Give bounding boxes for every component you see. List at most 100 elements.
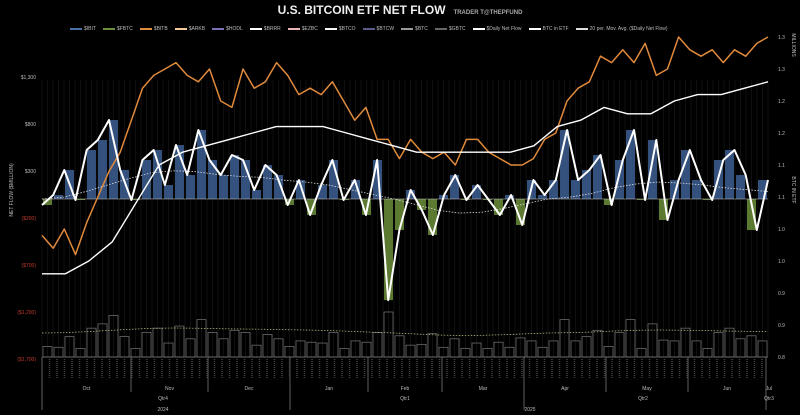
flow-bar <box>98 139 107 199</box>
legend-item: $BTC <box>401 26 428 32</box>
y2-tick-label: 1.0 <box>778 227 785 233</box>
y2-unit: MILLIONS <box>790 33 796 57</box>
y-tick-label: $1,300 <box>21 75 37 81</box>
flow-bar <box>263 164 272 199</box>
month-label: Jan <box>325 386 333 392</box>
month-label: May <box>642 386 652 392</box>
quarter-label: Qtr4 <box>158 396 168 402</box>
legend-label: $EZBC <box>301 26 318 32</box>
flow-bar <box>758 180 767 199</box>
y-tick-label: $300 <box>25 169 36 175</box>
legend-label: 20 per. Mov. Avg. ($Daily Net Flow) <box>589 26 668 32</box>
flow-bar <box>362 199 371 215</box>
legend-item: $FBTC <box>102 26 133 32</box>
flow-bar <box>582 169 591 199</box>
legend-swatch <box>472 27 485 30</box>
legend-label: $Daily Net Flow <box>486 26 522 32</box>
y-tick-label: ($1,200) <box>17 310 36 316</box>
legend-swatch <box>212 27 225 30</box>
flow-bar <box>428 199 437 236</box>
flow-bar <box>384 199 393 301</box>
flow-bar <box>516 199 525 226</box>
flow-bar <box>395 199 404 231</box>
flow-bar <box>54 194 63 199</box>
flow-bar <box>637 199 646 201</box>
quarter-label: Qtr1 <box>400 396 410 402</box>
legend-swatch <box>401 27 414 30</box>
flow-bar <box>175 145 184 199</box>
y2-tick-label: 0.9 <box>778 291 785 297</box>
legend-item: $BTCW <box>362 26 395 32</box>
flow-bar <box>538 194 547 199</box>
legend-item: $HODL <box>212 26 243 32</box>
legend-item: $BITB <box>139 26 168 32</box>
flow-bar <box>318 184 327 199</box>
moving-average-line <box>41 170 769 214</box>
flow-bar <box>142 159 151 199</box>
y2-axis-title: BTC IN ETF <box>790 176 796 203</box>
y-axis-title: NET FLOW ($MILLION) <box>9 163 15 217</box>
flow-bar <box>560 130 569 199</box>
flow-bar <box>626 130 635 199</box>
y2-tick-label: 0.8 <box>778 355 785 361</box>
flow-bar <box>725 150 734 199</box>
legend-swatch <box>362 27 375 30</box>
legend-swatch <box>287 27 300 30</box>
month-label: Jul <box>766 386 772 392</box>
year-label: 2025 <box>524 407 535 413</box>
flow-bar <box>373 159 382 199</box>
legend-item: 20 per. Mov. Avg. ($Daily Net Flow) <box>575 26 668 32</box>
legend-item: $GBTC <box>434 26 466 32</box>
flow-bar <box>274 175 283 199</box>
daily-net-flow-line <box>41 119 769 302</box>
flow-bar <box>571 180 580 199</box>
flow-bar <box>307 199 316 215</box>
month-label: Apr <box>561 386 569 392</box>
legend-label: $FBTC <box>116 26 133 32</box>
y2-tick-label: 1.0 <box>778 259 785 265</box>
legend-label: $BTCW <box>376 26 395 32</box>
flow-bar <box>87 150 96 199</box>
y2-tick-label: 1.1 <box>778 163 785 169</box>
flow-bar <box>219 175 228 199</box>
month-label: Mar <box>479 386 488 392</box>
flow-bar <box>351 180 360 199</box>
flow-bar <box>296 180 305 199</box>
legend-item: $EZBC <box>287 26 318 32</box>
flow-bar <box>230 155 239 199</box>
legend-swatch <box>434 27 447 30</box>
quarter-label: Qtr3 <box>764 396 774 402</box>
title-text: U.S. BITCOIN ETF NET FLOW <box>277 3 446 17</box>
flow-bar <box>593 155 602 199</box>
legend-label: $BTCO <box>338 26 356 32</box>
flow-bar <box>450 175 459 199</box>
flow-bar <box>549 180 558 199</box>
flow-bar <box>164 184 173 199</box>
quarter-label: Qtr2 <box>638 396 648 402</box>
flow-bar <box>747 199 756 231</box>
y2-tick-label: 1.3 <box>778 35 785 41</box>
y2-tick-label: 1.2 <box>778 131 785 137</box>
flow-bar <box>472 184 481 199</box>
flow-bar <box>241 159 250 199</box>
legend-label: $BTC <box>415 26 428 32</box>
y2-tick-label: 1.1 <box>778 195 785 201</box>
flow-bar <box>120 169 129 199</box>
flow-bar <box>197 130 206 199</box>
flow-bar <box>329 159 338 199</box>
legend-swatch <box>249 27 262 30</box>
flow-bar <box>208 159 217 199</box>
legend-item: BTC in ETF <box>528 26 569 32</box>
legend-swatch <box>324 27 337 30</box>
y-tick-label: $800 <box>25 122 36 128</box>
flow-bar <box>648 139 657 199</box>
y-tick-label: ($1,700) <box>17 357 36 363</box>
flow-bar <box>670 180 679 199</box>
legend-item: $BRRR <box>249 26 281 32</box>
legend-swatch <box>174 27 187 30</box>
flow-bar <box>406 189 415 199</box>
subtitle: TRADER T@THEPFUND <box>453 10 523 16</box>
chart-title: U.S. BITCOIN ETF NET FLOW TRADER T@THEPFU… <box>0 3 800 17</box>
